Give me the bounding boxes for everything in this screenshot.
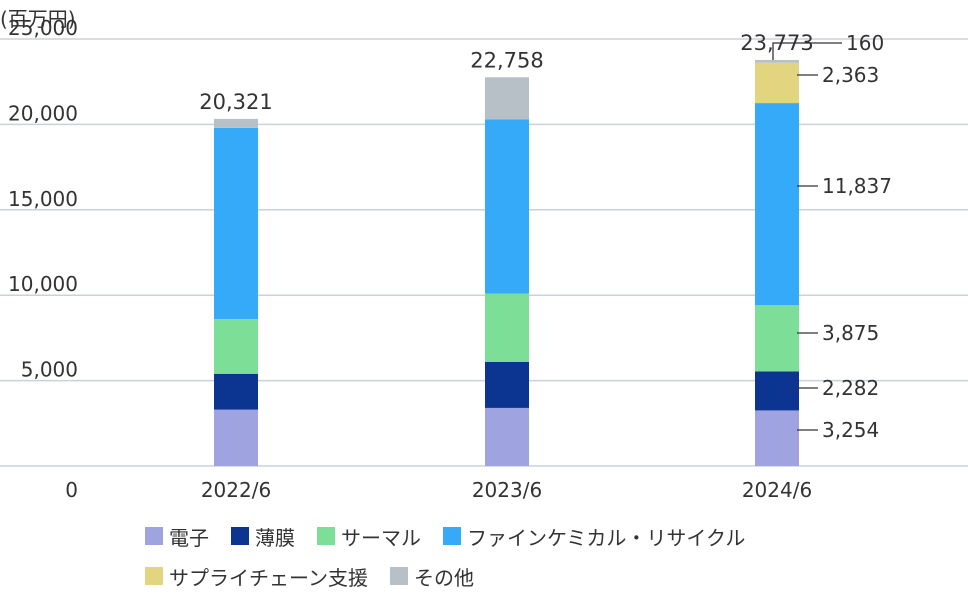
legend-label: サーマル — [341, 525, 421, 550]
legend-item: その他 — [390, 562, 474, 591]
legend-swatch — [443, 527, 461, 545]
y-tick-label: 20,000 — [8, 101, 78, 125]
bar-segment-2 — [485, 293, 529, 362]
bar-segment-5 — [214, 118, 258, 128]
legend-label: その他 — [414, 565, 474, 590]
unit-label: (百万円) — [0, 7, 76, 31]
x-axis-ticks: 2022/6 2023/6 2024/6 — [201, 478, 812, 502]
legend-label: 電子 — [169, 525, 209, 550]
legend-swatch — [317, 527, 335, 545]
leader-line — [772, 42, 842, 60]
y-tick-label: 15,000 — [8, 187, 78, 211]
bar-segment-5 — [485, 77, 529, 120]
x-tick-label: 2023/6 — [472, 478, 542, 502]
bar-segment-1 — [485, 361, 529, 408]
stacked-bar-chart: (百万円) 0 5,000 10,000 15,000 20,000 25,000 202… — [0, 7, 968, 502]
bars — [214, 59, 799, 466]
bar-segment-0 — [485, 407, 529, 466]
segment-label: 11,837 — [822, 174, 892, 198]
legend-item: サプライチェーン支援 — [145, 562, 368, 591]
total-label: 22,758 — [470, 48, 543, 72]
legend: 電子 薄膜 サーマル ファインケミカル・リサイクル サプライチェーン支援 その他 — [145, 516, 905, 596]
legend-item: 電子 — [145, 522, 209, 551]
segment-label: 2,282 — [822, 376, 879, 400]
total-label: 20,321 — [199, 90, 272, 114]
legend-swatch — [231, 527, 249, 545]
bar-segment-2 — [755, 305, 799, 372]
bar-segment-0 — [755, 410, 799, 466]
x-tick-label: 2022/6 — [201, 478, 271, 502]
bar-segment-1 — [214, 373, 258, 410]
legend-swatch — [145, 527, 163, 545]
segment-label: 3,254 — [822, 418, 879, 442]
segment-label: 3,875 — [822, 321, 879, 345]
legend-item: ファインケミカル・リサイクル — [443, 522, 745, 551]
bar-segment-4 — [755, 62, 799, 104]
bar-segment-3 — [755, 103, 799, 306]
legend-swatch — [145, 567, 163, 585]
grid-lines — [0, 38, 968, 467]
legend-label: サプライチェーン支援 — [169, 565, 368, 590]
y-tick-label: 5,000 — [21, 358, 78, 382]
segment-annotations: 3,254 2,282 3,875 11,837 2,363 160 — [772, 31, 892, 442]
y-axis-ticks: 0 5,000 10,000 15,000 20,000 25,000 — [8, 16, 78, 502]
bar-segment-5 — [755, 59, 799, 63]
bar-segment-1 — [755, 371, 799, 411]
segment-label: 160 — [846, 31, 884, 55]
segment-label: 2,363 — [822, 63, 879, 87]
legend-label: ファインケミカル・リサイクル — [467, 525, 746, 550]
bar-segment-3 — [214, 127, 258, 320]
y-tick-label: 0 — [65, 478, 78, 502]
y-tick-label: 25,000 — [8, 16, 78, 40]
y-tick-label: 10,000 — [8, 272, 78, 296]
x-tick-label: 2024/6 — [742, 478, 812, 502]
bar-segment-0 — [214, 409, 258, 466]
legend-item: サーマル — [317, 522, 421, 551]
bar-segment-2 — [214, 319, 258, 374]
legend-item: 薄膜 — [231, 522, 295, 551]
legend-label: 薄膜 — [255, 525, 295, 550]
legend-swatch — [390, 567, 408, 585]
bar-segment-3 — [485, 119, 529, 294]
